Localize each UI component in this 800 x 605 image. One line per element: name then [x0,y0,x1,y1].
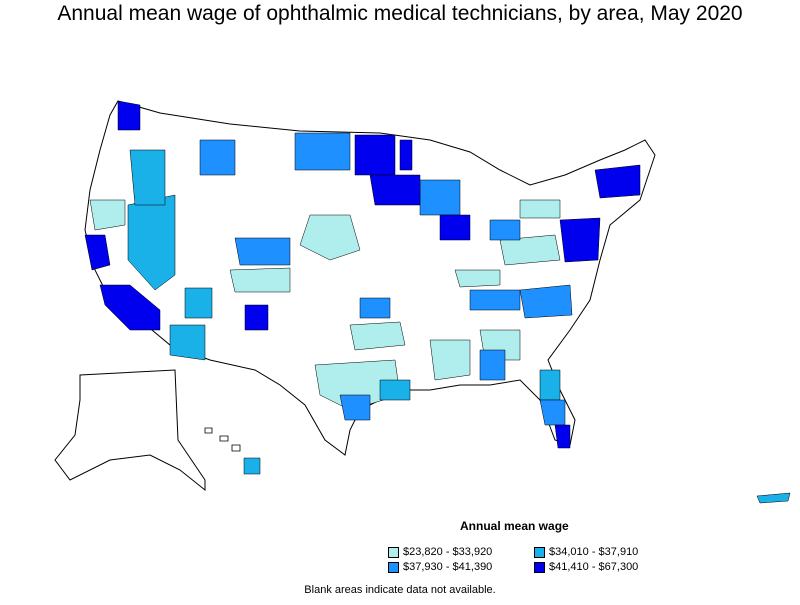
region-kentucky [454,269,501,288]
legend-swatch-2 [534,546,545,558]
region-nm-tx-plains [299,214,361,261]
hawaii-islands [204,427,241,452]
region-minnesota-south [419,179,461,216]
region-oklahoma [349,321,406,351]
region-florida-south [554,424,571,449]
region-group-tier1 [89,199,561,411]
region-arizona-south [169,324,206,361]
region-north-carolina [519,284,573,319]
legend-item-4: $41,410 - $67,300 [534,561,638,573]
legend-item-3: $37,930 - $41,390 [388,561,492,573]
map-title: Annual mean wage of ophthalmic medical t… [57,2,743,25]
region-nevada [127,194,176,291]
region-california-south [99,284,161,331]
region-group-tier4 [84,100,641,449]
region-wisconsin [399,139,413,171]
region-guam [756,492,791,504]
region-hawaii-big [243,457,261,475]
region-montana-north [294,132,351,171]
region-pennsylvania-west [519,199,561,219]
region-north-dakota [354,134,396,176]
region-michigan [439,214,471,241]
legend-label-3: $37,930 - $41,390 [403,561,493,573]
legend-item-2: $34,010 - $37,910 [534,546,638,558]
region-tennessee [469,289,521,311]
region-colorado [234,237,291,266]
alaska-outline [54,369,206,492]
region-montana-west [199,139,236,176]
region-oklahoma-central [359,297,391,319]
region-florida-central [539,399,566,426]
region-texas-south [339,394,371,421]
legend-item-1: $23,820 - $33,920 [388,546,492,558]
region-virginia [499,234,561,266]
region-alabama [479,349,506,381]
region-ohio [489,219,521,241]
region-florida-north [539,369,561,401]
contiguous-us-outline [84,100,656,456]
region-group-tier3 [199,132,573,426]
region-new-mexico [244,304,269,331]
region-california-north [89,199,126,231]
region-california-bay [84,234,111,271]
legend-swatch-4 [534,561,545,573]
region-colorado-east [229,267,291,293]
region-texas-east [379,379,411,401]
region-group-tier2 [127,149,791,504]
region-arizona-north [184,287,213,319]
legend-label-4: $41,410 - $67,300 [549,561,639,573]
legend-title: Annual mean wage [460,519,569,533]
legend-label-1: $23,820 - $33,920 [403,546,493,558]
region-idaho-east [129,149,166,206]
footnote: Blank areas indicate data not available. [304,584,496,596]
legend-label-2: $34,010 - $37,910 [549,546,639,558]
region-washington [117,100,141,131]
region-texas-central [314,359,401,411]
legend-swatch-3 [388,561,399,573]
region-minnesota [369,174,421,206]
region-mississippi [429,339,471,381]
region-mid-atlantic [559,217,601,263]
legend-swatch-1 [388,546,399,558]
region-new-england [594,164,641,199]
